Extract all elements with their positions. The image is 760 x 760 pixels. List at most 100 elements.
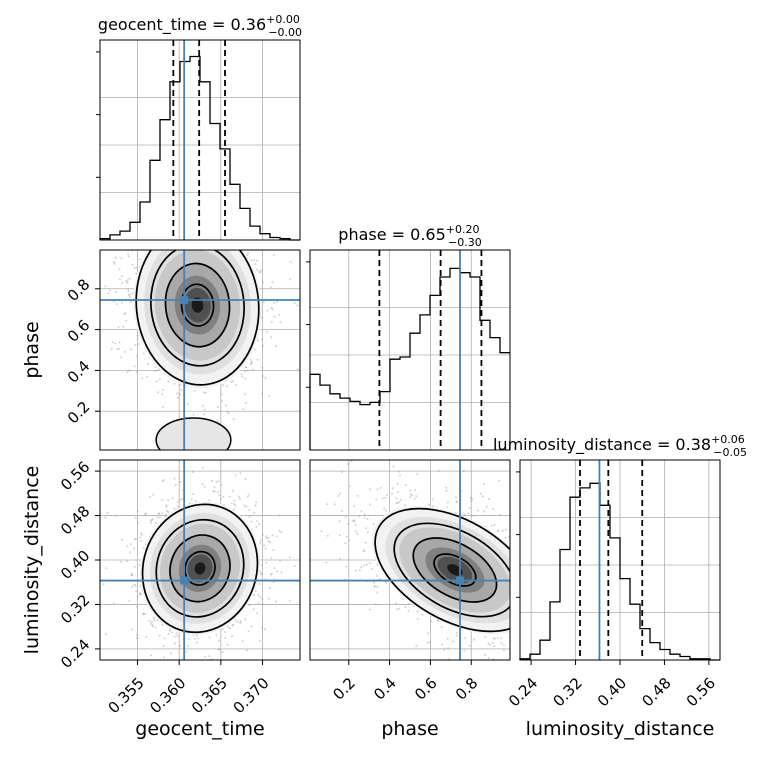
- sample-point: [517, 572, 519, 574]
- sample-point: [542, 566, 544, 568]
- sample-point: [491, 641, 494, 644]
- sample-point: [523, 562, 525, 564]
- sample-point: [118, 341, 121, 344]
- x-tick-label: 0.370: [230, 674, 273, 717]
- sample-point: [150, 654, 153, 657]
- sample-point: [426, 641, 429, 644]
- sample-point: [257, 602, 260, 605]
- sample-point: [227, 625, 230, 628]
- sample-point: [158, 512, 160, 515]
- sample-point: [293, 565, 296, 568]
- sample-point: [233, 508, 236, 511]
- sample-point: [127, 288, 130, 291]
- sample-point: [126, 281, 129, 284]
- sample-point: [462, 470, 465, 472]
- sample-point: [258, 523, 261, 526]
- sample-point: [363, 516, 366, 519]
- sample-point: [356, 532, 359, 535]
- sample-point: [265, 535, 268, 538]
- y-tick-label: 0.2: [64, 398, 94, 428]
- sample-point: [174, 231, 176, 233]
- sample-point: [204, 655, 207, 658]
- sample-point: [121, 282, 123, 285]
- sample-point: [386, 494, 389, 496]
- joint-frame: [99, 249, 301, 451]
- sample-point: [487, 498, 490, 500]
- sample-point: [171, 497, 174, 500]
- sample-point: [378, 578, 381, 581]
- sample-point: [125, 319, 128, 322]
- sample-point: [416, 618, 419, 620]
- sample-point: [516, 620, 518, 622]
- sample-point: [368, 562, 371, 565]
- sample-point: [568, 615, 570, 617]
- sample-point: [271, 534, 274, 537]
- sample-point: [250, 361, 253, 363]
- sample-point: [115, 514, 118, 517]
- sample-point: [261, 597, 264, 600]
- sample-point: [354, 569, 357, 572]
- sample-point: [337, 495, 340, 497]
- sample-point: [112, 602, 115, 605]
- sample-point: [133, 565, 136, 568]
- sample-point: [273, 301, 276, 304]
- y-axis-label-phase: phase: [21, 321, 43, 378]
- sample-point: [151, 518, 154, 521]
- sample-point: [210, 224, 212, 226]
- sample-point: [177, 505, 180, 508]
- sample-point: [176, 634, 179, 637]
- sample-point: [226, 643, 229, 646]
- sample-point: [356, 494, 359, 497]
- sample-point: [468, 506, 471, 509]
- title-upper-error: +0.06: [711, 433, 745, 446]
- sample-point: [257, 217, 259, 219]
- sample-point: [163, 234, 165, 236]
- sample-point: [122, 325, 125, 328]
- title-phase: phase = 0.65+0.20 −0.30: [338, 223, 481, 249]
- sample-point: [146, 375, 149, 378]
- sample-point: [428, 503, 430, 506]
- y-axis-label-luminosity_distance: luminosity_distance: [21, 466, 43, 655]
- sample-point: [129, 293, 132, 296]
- sample-point: [278, 514, 281, 517]
- sample-point: [431, 498, 434, 501]
- sample-point: [514, 582, 516, 584]
- sample-point: [175, 632, 178, 635]
- sample-point: [235, 384, 238, 386]
- sample-point: [527, 602, 529, 604]
- sample-point: [374, 603, 377, 606]
- sample-point: [512, 596, 514, 598]
- sample-point: [251, 444, 253, 446]
- sample-point: [161, 480, 164, 482]
- sample-point: [490, 524, 493, 527]
- sample-point: [445, 486, 448, 489]
- y-tick-label: 0.24: [57, 635, 93, 671]
- sample-point: [248, 515, 251, 518]
- contour-line: [155, 417, 232, 450]
- sample-point: [502, 644, 505, 647]
- sample-point: [136, 334, 139, 337]
- sample-point: [260, 539, 263, 542]
- sample-point: [276, 570, 278, 573]
- hist-panel-luminosity_distance: [519, 460, 720, 661]
- sample-point: [269, 286, 272, 289]
- sample-point: [170, 202, 172, 204]
- sample-point: [202, 667, 204, 669]
- sample-point: [497, 530, 499, 533]
- sample-point: [241, 639, 244, 642]
- sample-point: [347, 463, 350, 465]
- sample-point: [134, 584, 137, 587]
- sample-point: [553, 629, 555, 631]
- sample-point: [219, 205, 221, 207]
- sample-point: [498, 513, 501, 516]
- sample-point: [500, 637, 503, 640]
- sample-point: [515, 621, 517, 623]
- title-upper-error: +0.00: [266, 13, 300, 26]
- sample-point: [248, 508, 251, 511]
- sample-point: [143, 241, 145, 243]
- sample-point: [555, 530, 557, 532]
- sample-point: [179, 644, 182, 647]
- sample-point: [375, 498, 378, 501]
- sample-point: [129, 348, 132, 351]
